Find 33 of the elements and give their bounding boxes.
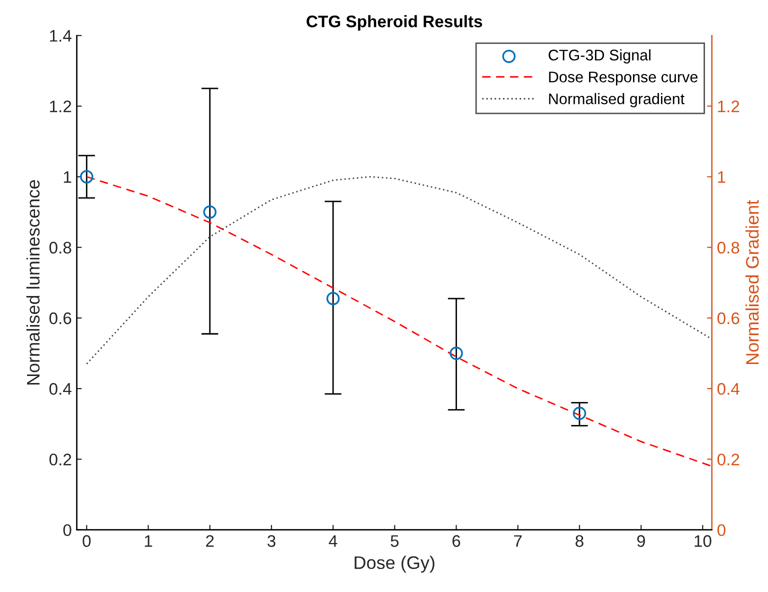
y2-tick-label: 0.6 [717, 312, 740, 324]
y2-axis-title: Normalised Gradient [746, 200, 759, 364]
x-tick-label: 4 [328, 535, 338, 547]
y2-tick-label: 0.8 [717, 242, 740, 254]
y-tick-label: 1.2 [50, 100, 72, 112]
y2-tick-label: 1.2 [718, 100, 740, 112]
y-tick-label: 0.8 [49, 242, 72, 254]
x-tick-label: 6 [452, 535, 460, 547]
y2-tick-label: 0.4 [717, 383, 740, 395]
y2-tick-label: 0 [717, 524, 726, 536]
x-tick-label: 1 [144, 535, 152, 547]
x-tick-label: 7 [514, 535, 522, 547]
x-tick-label: 10 [694, 535, 712, 547]
y2-tick-label: 0.2 [717, 454, 740, 466]
y-tick-label: 0.6 [49, 312, 72, 324]
y-tick-label: 1.4 [50, 30, 72, 42]
y2-tick-label: 1 [718, 171, 726, 183]
legend-label: CTG-3D Signal [548, 49, 650, 64]
x-tick-label: 0 [82, 535, 91, 547]
legend-label: Normalised gradient [549, 93, 684, 108]
x-tick-label: 3 [267, 535, 276, 547]
chart-title: CTG Spheroid Results [306, 15, 482, 31]
y-tick-label: 0.2 [49, 454, 72, 466]
x-axis-title: Dose (Gy) [354, 556, 434, 573]
y-tick-label: 0 [63, 524, 72, 536]
x-tick-label: 9 [637, 535, 645, 547]
y-axis-title: Normalised luminescence [26, 180, 40, 385]
x-tick-label: 5 [390, 535, 399, 547]
y-tick-label: 1 [64, 171, 72, 183]
x-tick-label: 2 [206, 535, 214, 547]
x-tick-label: 8 [576, 535, 584, 547]
y-tick-label: 0.4 [49, 383, 72, 395]
legend-label: Dose Response curve [549, 72, 698, 86]
